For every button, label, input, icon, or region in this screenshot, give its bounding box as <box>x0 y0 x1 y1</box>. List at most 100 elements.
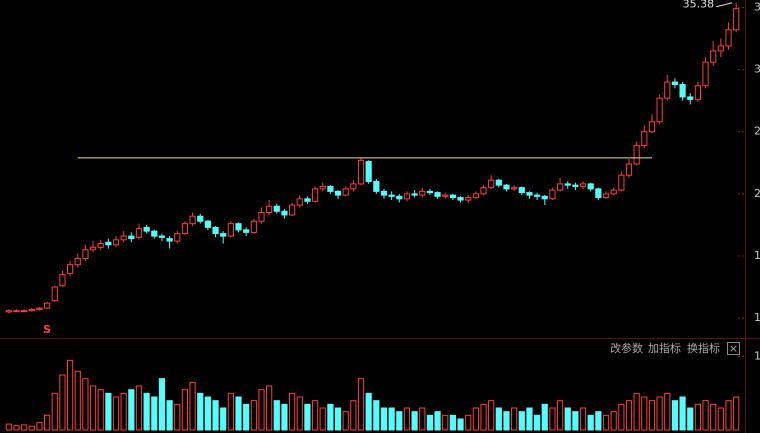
volume-bar <box>166 400 173 431</box>
candle-body <box>189 215 196 225</box>
volume-bar <box>495 407 502 431</box>
candle-body <box>625 163 633 176</box>
candle-body <box>710 50 717 63</box>
candle-body <box>266 205 273 213</box>
volume-bar <box>426 414 434 431</box>
candle-body <box>702 61 709 87</box>
volume-bar <box>289 392 296 431</box>
candle-body <box>610 189 617 195</box>
candle-body <box>250 220 257 233</box>
candle-body <box>595 188 602 199</box>
candle-body <box>365 161 372 182</box>
candle-body <box>296 198 303 206</box>
volume-bar <box>641 396 648 431</box>
volume-bar <box>311 400 319 431</box>
candle-body <box>281 210 288 216</box>
volume-bar <box>671 400 679 431</box>
toolbar-button[interactable]: 改参数 <box>610 341 643 355</box>
candle-body <box>112 239 120 246</box>
volume-bar <box>250 400 257 431</box>
volume-bar <box>97 389 104 431</box>
candle-body <box>534 194 541 197</box>
candle-body <box>51 286 58 302</box>
volume-bar <box>258 389 265 431</box>
volume-bar <box>511 407 518 431</box>
volume-bar <box>74 370 81 431</box>
volume-bar <box>587 414 594 431</box>
candle-body <box>327 185 334 192</box>
y-tick-label: 2 <box>754 125 760 138</box>
volume-bar <box>82 378 89 431</box>
volume-bar <box>679 396 686 431</box>
candle-body <box>135 228 143 238</box>
candle-body <box>403 193 411 200</box>
candle-body <box>572 184 579 187</box>
volume-bar <box>403 407 411 431</box>
candle-body <box>220 233 227 237</box>
candle-body <box>258 211 265 222</box>
volume-bar <box>319 407 326 431</box>
candle-body <box>289 204 296 216</box>
volume-bar <box>549 407 556 431</box>
candle-body <box>143 226 150 232</box>
candle-body <box>181 223 189 235</box>
volume-bar <box>602 414 610 431</box>
candle-body <box>388 194 395 197</box>
toolbar-button[interactable]: 加指标 <box>648 341 681 355</box>
volume-bar <box>625 400 633 431</box>
candle-body <box>334 190 342 196</box>
candle-body <box>457 197 464 201</box>
volume-bar <box>572 411 579 431</box>
candle-body <box>648 121 656 133</box>
candle-body <box>59 274 66 287</box>
volume-bar <box>526 407 533 431</box>
volume-bar <box>273 400 280 431</box>
candle-body <box>5 310 12 313</box>
volume-bar <box>457 418 464 431</box>
candle-body <box>342 188 349 196</box>
volume-bar <box>564 407 571 431</box>
toolbar-button[interactable]: 换指标 <box>687 341 720 355</box>
candle-body <box>204 220 211 228</box>
candle-body <box>526 192 533 196</box>
candle-body <box>128 235 135 240</box>
y-tick-label: 1 <box>754 311 760 324</box>
volume-bar <box>189 381 196 431</box>
volume-bar <box>235 396 242 431</box>
volume-bar <box>105 392 112 431</box>
candle-body <box>227 223 234 237</box>
close-button[interactable]: × <box>729 342 738 355</box>
volume-bar <box>151 396 158 431</box>
candle-body <box>197 215 204 222</box>
candle-body <box>549 189 556 200</box>
candle-body <box>411 193 418 196</box>
volume-bar <box>556 400 564 431</box>
volume-bar <box>579 407 587 431</box>
candle-body <box>166 238 173 242</box>
candle-body <box>426 190 434 194</box>
volume-bar <box>66 359 74 431</box>
candle-body <box>472 193 479 199</box>
volume-bar <box>687 407 694 431</box>
volume-bar <box>664 392 671 431</box>
candle-body <box>618 174 625 191</box>
candle-body <box>541 195 548 200</box>
candle-body <box>694 85 701 100</box>
volume-bar <box>388 407 395 431</box>
candle-body <box>488 179 495 189</box>
y-tick-label: 3 <box>754 0 760 13</box>
y-tick-label: 3 <box>754 63 760 76</box>
candle-body <box>465 197 472 201</box>
volume-bar <box>380 407 388 431</box>
candle-body <box>495 179 502 186</box>
volume-bar <box>396 411 403 431</box>
volume-bar <box>610 411 617 431</box>
candle-body <box>380 190 388 196</box>
candle-body <box>587 183 594 190</box>
candle-body <box>449 194 456 199</box>
candle-body <box>21 310 28 313</box>
candle-body <box>235 223 242 231</box>
close-box[interactable] <box>727 342 740 355</box>
candle-body <box>396 195 403 200</box>
candle-body <box>687 96 694 100</box>
